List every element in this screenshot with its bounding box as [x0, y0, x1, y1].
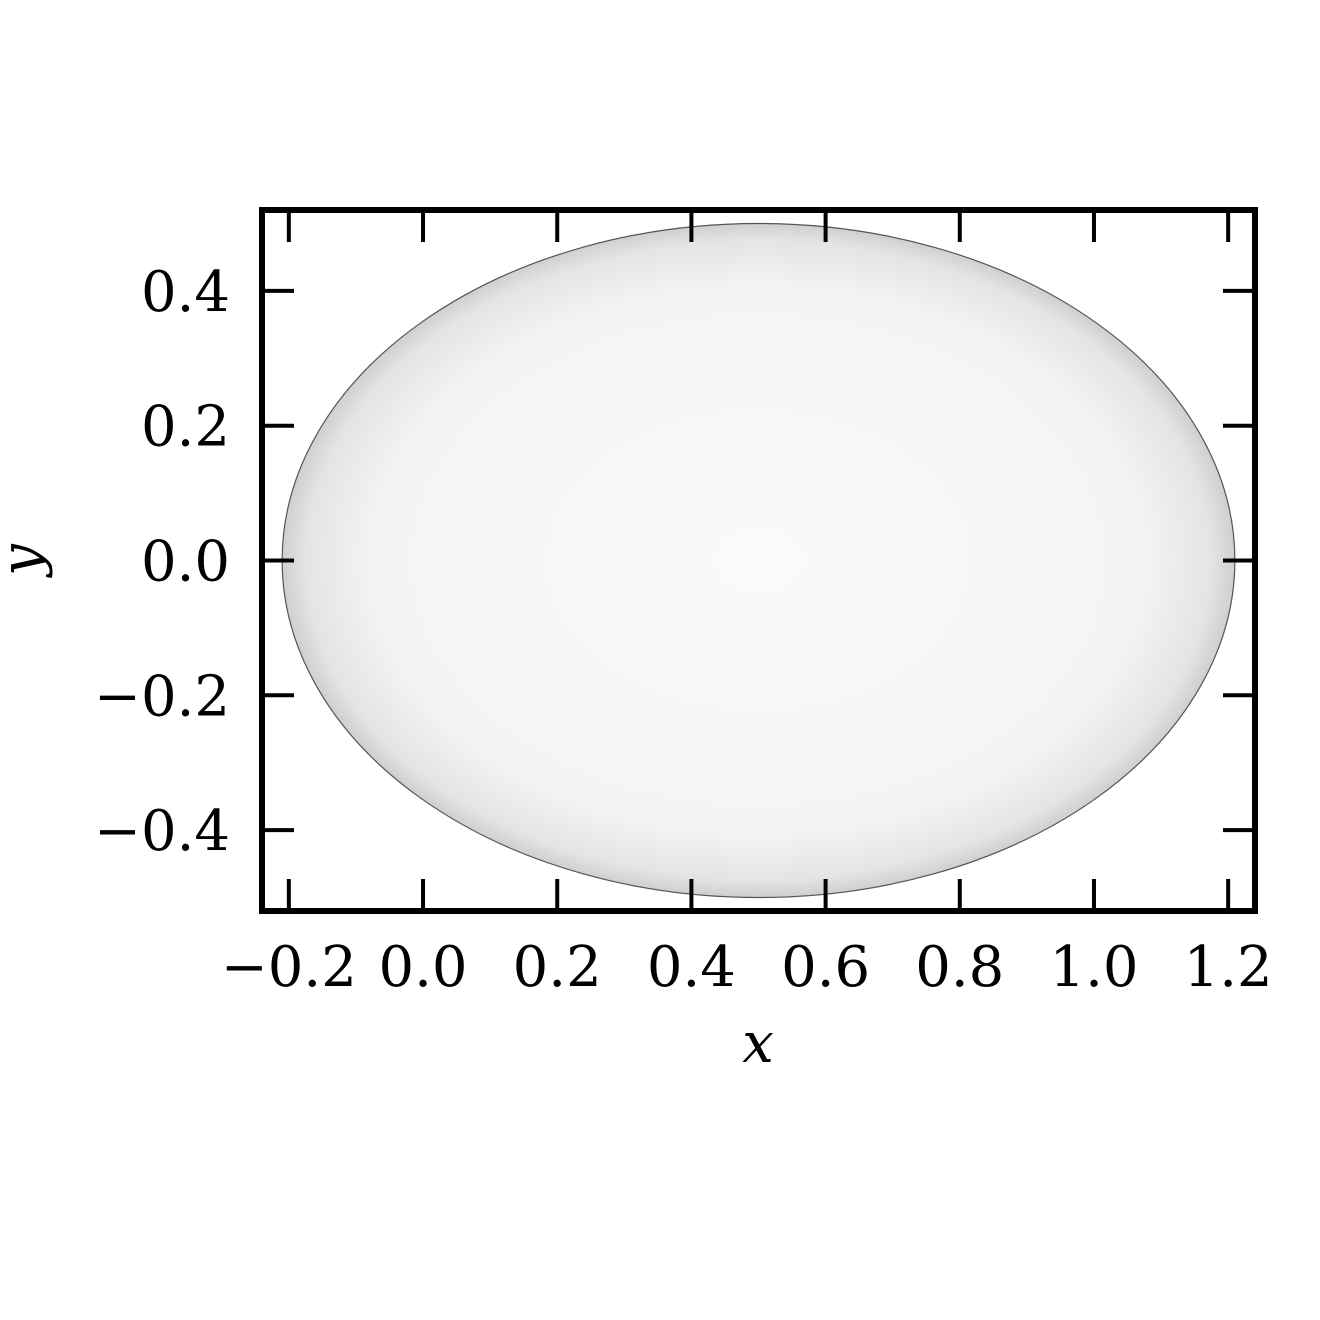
- x-tick-label: 0.0: [378, 935, 467, 1000]
- ticks: [262, 210, 1255, 911]
- plot-area: [259, 207, 1258, 914]
- y-tick-label: 0.0: [141, 530, 230, 595]
- x-tick-label: 1.0: [1049, 935, 1138, 1000]
- y-axis-label: y: [0, 543, 54, 579]
- x-tick-label: 0.2: [513, 935, 602, 1000]
- y-tick-label: 0.2: [141, 395, 230, 460]
- x-tick-label: 0.8: [915, 935, 1004, 1000]
- y-tick-label: −0.2: [94, 664, 230, 729]
- x-tick-label: 0.4: [647, 935, 736, 1000]
- x-tick-label: −0.2: [221, 935, 357, 1000]
- heatmap-ellipse: [281, 222, 1236, 899]
- x-axis-label: x: [742, 1011, 774, 1076]
- y-tick-label: 0.4: [141, 260, 230, 325]
- tick-labels: −0.2 0.0 0.2 0.4 0.6 0.8 1.0 1.2 0.4 0.2 0.0 −0.2 −0…: [94, 260, 1273, 1000]
- x-tick-label: 0.6: [781, 935, 870, 1000]
- x-tick-label: 1.2: [1184, 935, 1273, 1000]
- y-tick-label: −0.4: [94, 799, 230, 864]
